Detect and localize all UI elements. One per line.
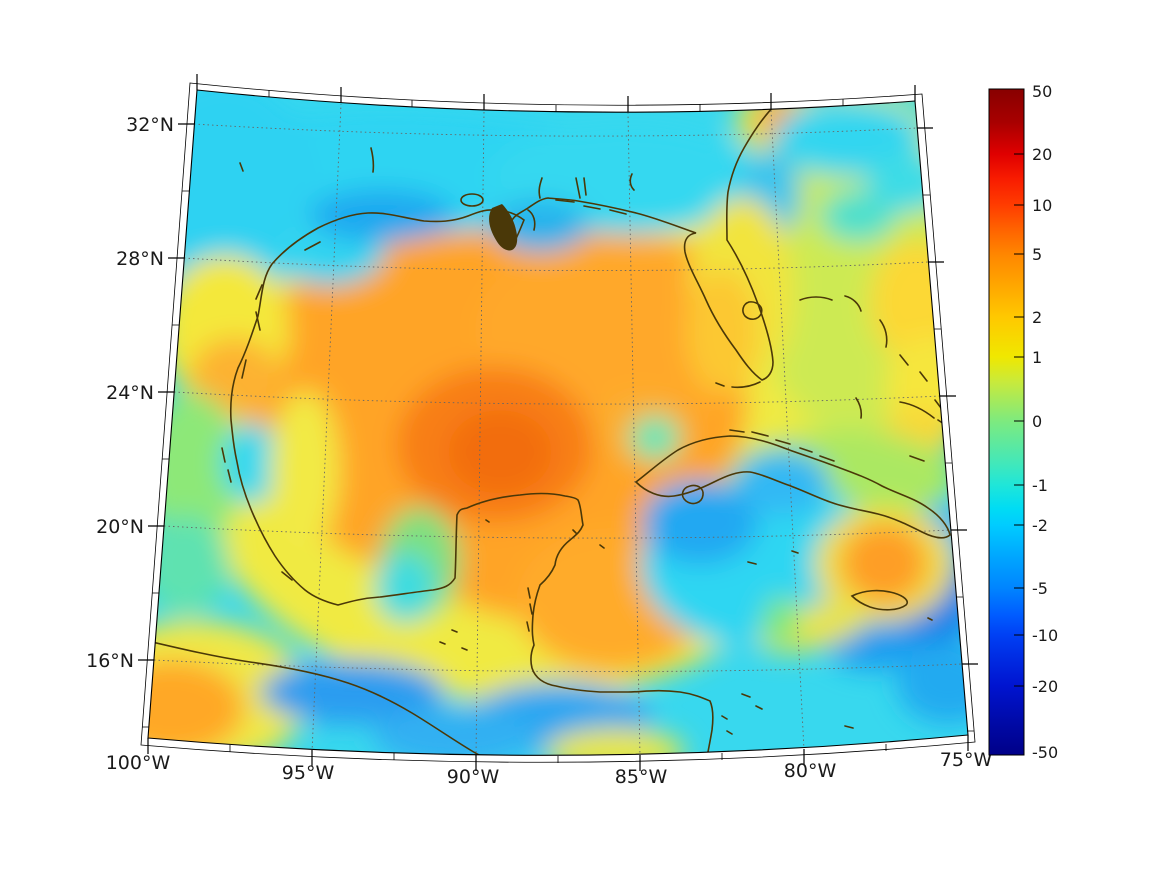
colorbar-label: 20 xyxy=(1032,145,1052,164)
colorbar-label: 10 xyxy=(1032,196,1052,215)
colorbar-label: -1 xyxy=(1032,476,1048,495)
colorbar-label: 1 xyxy=(1032,348,1042,367)
colorbar: 50 20 10 5 2 1 0 -1 -2 -5 -10 -20 -50 xyxy=(988,82,1058,762)
lon-label-95w: 95°W xyxy=(282,762,335,784)
lon-label-100w: 100°W xyxy=(106,752,171,774)
colorbar-label: -5 xyxy=(1032,579,1048,598)
map-frame xyxy=(138,74,978,771)
lon-axis: 100°W 95°W 90°W 85°W 80°W 75°W xyxy=(106,749,993,788)
colorbar-labels: 50 20 10 5 2 1 0 -1 -2 -5 -10 -20 -50 xyxy=(1032,82,1058,762)
lon-label-90w: 90°W xyxy=(447,766,500,788)
lat-label-28n: 28°N xyxy=(116,248,164,270)
colorbar-label: -10 xyxy=(1032,626,1058,645)
colorbar-label: 2 xyxy=(1032,308,1042,327)
colorbar-label: -2 xyxy=(1032,516,1048,535)
colorbar-ticks xyxy=(1014,153,1024,687)
colorbar-label: -20 xyxy=(1032,677,1058,696)
lon-label-85w: 85°W xyxy=(615,766,668,788)
lat-label-32n: 32°N xyxy=(126,114,174,136)
colorbar-label: 5 xyxy=(1032,245,1042,264)
colorbar-gradient xyxy=(988,88,1025,756)
lat-label-20n: 20°N xyxy=(96,516,144,538)
lat-label-16n: 16°N xyxy=(86,650,134,672)
lat-label-24n: 24°N xyxy=(106,382,154,404)
colorbar-label: 50 xyxy=(1032,82,1052,101)
colorbar-label: -50 xyxy=(1032,743,1058,762)
coastlines xyxy=(148,103,951,756)
lon-label-75w: 75°W xyxy=(940,749,993,771)
axis-ticks xyxy=(138,74,978,771)
lon-label-80w: 80°W xyxy=(784,760,837,782)
lat-axis: 32°N 28°N 24°N 20°N 16°N xyxy=(86,114,174,672)
colorbar-label: 0 xyxy=(1032,412,1042,431)
